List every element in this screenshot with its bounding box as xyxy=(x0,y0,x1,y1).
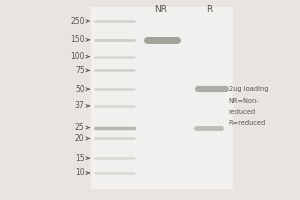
Text: 2ug loading: 2ug loading xyxy=(229,86,268,92)
Text: 50: 50 xyxy=(75,85,85,94)
Text: 20: 20 xyxy=(75,134,85,143)
Bar xyxy=(91,7,233,189)
Text: reduced: reduced xyxy=(229,109,256,115)
Text: R=reduced: R=reduced xyxy=(229,120,266,126)
Text: 150: 150 xyxy=(70,35,85,44)
Text: 15: 15 xyxy=(75,154,85,163)
Text: 100: 100 xyxy=(70,52,85,61)
Text: R: R xyxy=(206,5,213,14)
Text: NR=Non-: NR=Non- xyxy=(229,98,260,104)
Text: 37: 37 xyxy=(75,101,85,110)
Text: 10: 10 xyxy=(75,168,85,177)
Text: 250: 250 xyxy=(70,17,85,26)
Text: NR: NR xyxy=(154,5,167,14)
Text: 75: 75 xyxy=(75,66,85,75)
Text: 25: 25 xyxy=(75,123,85,132)
